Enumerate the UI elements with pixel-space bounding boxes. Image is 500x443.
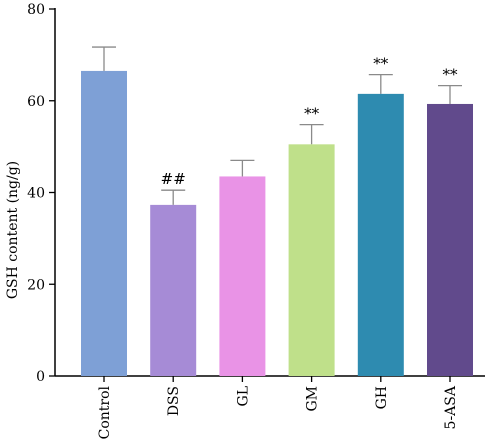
x-tick-label: GM [305, 386, 321, 412]
significance-label: ** [443, 66, 459, 84]
significance-label: ** [304, 105, 320, 123]
x-tick-label: Control [97, 385, 113, 439]
significance-label: ** [373, 55, 389, 73]
y-tick-label: 20 [27, 277, 45, 293]
y-tick-label: 0 [36, 369, 45, 385]
y-tick-label: 40 [27, 186, 45, 202]
x-tick-label: DSS [166, 386, 182, 416]
bar [81, 70, 127, 377]
y-tick-label: 60 [27, 94, 45, 110]
x-axis: Control DSS GL GM GH 5-ASA [55, 375, 485, 439]
x-tick-label: GH [374, 386, 390, 409]
bar [219, 176, 266, 376]
x-tick-label: GL [235, 386, 251, 406]
bar [150, 204, 197, 376]
y-axis-title: GSH content (ng/g) [5, 161, 21, 299]
x-tick-label: 5-ASA [443, 385, 459, 429]
bars: ## ** ** ** [81, 46, 473, 377]
significance-label: ## [161, 170, 186, 188]
bar [427, 103, 473, 377]
bar [288, 144, 335, 376]
y-axis: 0 20 40 60 80 [27, 2, 56, 385]
y-tick-label: 80 [27, 2, 45, 18]
bar [357, 93, 404, 377]
